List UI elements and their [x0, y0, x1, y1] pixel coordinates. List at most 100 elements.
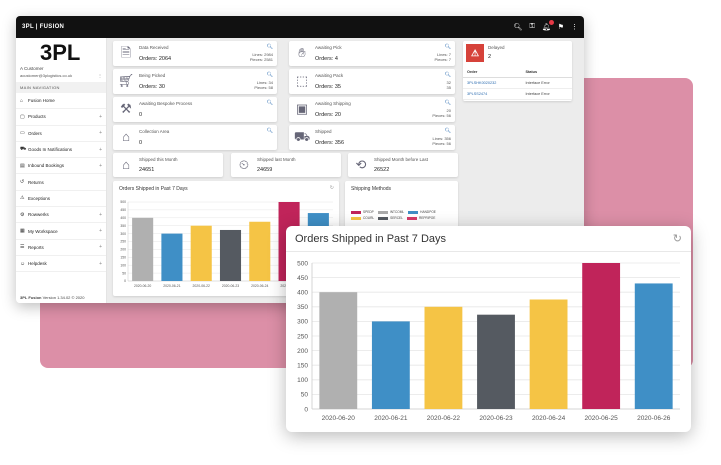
bell-icon[interactable]: 🔔︎	[542, 20, 554, 31]
card-title: Shipped Month before Last	[374, 157, 429, 162]
legend-label: COURL	[363, 216, 375, 220]
legend-label: REPRIPOE	[418, 216, 436, 220]
warehouse-icon: ⌂	[122, 157, 130, 172]
x-tick-label: 2020-06-23	[222, 284, 239, 288]
flag-icon[interactable]: ⚑	[557, 24, 564, 31]
data-received-card[interactable]: 🗎︎ Data Received Orders: 2064 🔍︎ Lines: …	[113, 41, 277, 66]
legend-label: SPEDP	[363, 210, 374, 214]
footer-brand: 3PL Fusion	[20, 295, 42, 300]
legend-entry[interactable]: SERCEL	[378, 216, 403, 220]
sidebar-item-products[interactable]: ▢ Products +	[16, 109, 106, 126]
sidebar-item-rowwerks[interactable]: ⚙ Rowwerks +	[16, 207, 106, 224]
search-icon[interactable]: 🔍︎	[266, 72, 273, 78]
more-vertical-icon[interactable]: ⋮	[571, 24, 578, 31]
home-icon: ⌂	[20, 97, 24, 104]
expand-icon[interactable]: +	[99, 146, 102, 153]
sidebar-item-orders[interactable]: ▭ Orders +	[16, 126, 106, 142]
expand-icon[interactable]: +	[99, 260, 102, 267]
hand-box-icon: ✋︎	[298, 45, 306, 60]
search-icon[interactable]: 🔍︎	[444, 128, 451, 134]
table-row[interactable]: 3PLSHK0020232 Interface Error	[463, 77, 572, 89]
chart-header: Orders Shipped in Past 7 Days ↻	[286, 226, 691, 252]
shipped-card[interactable]: ⛟ Shipped Orders: 356 🔍︎ Lines: 356 Piece…	[289, 125, 455, 150]
x-tick-label: 2020-06-23	[479, 415, 513, 422]
warehouse-icon: ⌂	[122, 129, 130, 144]
sidebar-item-label: Returns	[28, 179, 44, 185]
awaiting-bespoke-card[interactable]: ⚒ Awaiting Bespoke Process 0 🔍︎	[113, 97, 277, 122]
search-icon[interactable]: 🔍︎	[266, 128, 273, 134]
x-tick-label: 2020-06-22	[427, 415, 461, 422]
card-meta: Lines: 7 Pieces: 7	[434, 52, 451, 62]
clock-truck-icon: ⏲︎	[238, 157, 250, 172]
search-icon[interactable]: 🔍︎	[444, 72, 451, 78]
awaiting-pick-card[interactable]: ✋︎ Awaiting Pick Orders: 4 🔍︎ Lines: 7 Pi…	[289, 41, 455, 66]
sidebar-item-label: Goods In Notifications	[28, 147, 73, 153]
legend-entry[interactable]: HANDPOE	[408, 210, 436, 214]
sidebar-item-inbound-bookings[interactable]: ▤ Inbound Bookings +	[16, 158, 106, 175]
refresh-icon[interactable]: ↻	[329, 185, 334, 191]
expand-icon[interactable]: +	[99, 228, 102, 235]
x-tick-label: 2020-06-25	[585, 415, 619, 422]
sidebar-item-goods-in-notifications[interactable]: ⛟ Goods In Notifications +	[16, 142, 106, 159]
card-title: Shipped this Month	[139, 157, 178, 162]
search-icon[interactable]: 🔍︎	[266, 100, 273, 106]
bar	[190, 225, 212, 281]
search-icon[interactable]: 🔍︎	[266, 44, 273, 50]
bar	[219, 229, 242, 281]
x-tick-label: 2020-06-22	[193, 284, 210, 288]
collection-area-card[interactable]: ⌂ Collection Area 0 🔍︎	[113, 125, 277, 150]
legend-entry[interactable]: SPEDP	[351, 210, 374, 214]
expand-icon[interactable]: +	[99, 162, 102, 169]
card-title: Awaiting Pack	[315, 73, 344, 78]
awaiting-shipping-card[interactable]: ▣ Awaiting Shipping Orders: 20 🔍︎ 20 Piec…	[289, 97, 455, 122]
user-menu-icon[interactable]: ⋮	[98, 73, 102, 78]
being-picked-card[interactable]: 🛒︎ Being Picked Orders: 30 🔍︎ Lines: 34 P…	[113, 69, 277, 94]
bar	[634, 283, 673, 409]
legend-entry[interactable]: COURL	[351, 216, 374, 220]
order-link[interactable]: 3PLSS2474	[463, 88, 522, 100]
legend-entry[interactable]: REPRIPOE	[406, 216, 436, 220]
key-icon[interactable]: ⚿	[529, 23, 535, 30]
y-tick-label: 100	[297, 377, 308, 384]
shipped-month-before-card: ⟲ Shipped Month before Last 26522	[348, 153, 458, 177]
x-tick-label: 2020-06-20	[134, 284, 151, 288]
legend-swatch	[408, 210, 419, 214]
y-tick-label: 150	[297, 362, 308, 369]
card-title: Delayed	[488, 45, 505, 50]
chart-title: Orders Shipped in Past 7 Days	[295, 233, 447, 245]
packing-icon: ⬚	[295, 73, 309, 88]
awaiting-pack-card[interactable]: ⬚ Awaiting Pack Orders: 35 🔍︎ 32 35	[289, 69, 455, 94]
card-title: Being Picked	[139, 73, 166, 78]
expand-icon[interactable]: +	[99, 113, 102, 120]
y-tick-label: 50	[301, 392, 309, 399]
search-icon[interactable]: 🔍︎	[513, 24, 523, 31]
search-icon[interactable]: 🔍︎	[444, 100, 451, 106]
sidebar-item-my-workspace[interactable]: ▦ My Workspace +	[16, 223, 106, 240]
sidebar-item-exceptions[interactable]: ⚠ Exceptions	[16, 191, 106, 208]
x-tick-label: 2020-06-24	[532, 415, 566, 422]
sidebar-item-fusion-home[interactable]: ⌂ Fusion Home	[16, 93, 106, 110]
delayed-card: ⚠︎ Delayed 2 Order Status 3PLSHK0020232 …	[463, 41, 572, 101]
expand-icon[interactable]: +	[99, 130, 102, 137]
card-value: 24659	[257, 167, 273, 173]
box-icon: ▢	[20, 113, 25, 120]
table-row[interactable]: 3PLSS2474 Interface Error	[463, 88, 572, 100]
sidebar-item-label: Products	[28, 114, 46, 120]
expand-icon[interactable]: +	[99, 244, 102, 251]
cart-icon: 🛒︎	[117, 73, 135, 88]
legend-entry[interactable]: INTCOML	[377, 210, 404, 214]
sidebar-item-label: My Workspace	[28, 228, 58, 234]
order-status: Interface Error	[521, 88, 572, 100]
expand-icon[interactable]: +	[99, 211, 102, 218]
gear-icon: ⚙	[20, 211, 25, 218]
order-link[interactable]: 3PLSHK0020232	[463, 77, 522, 89]
sidebar-item-returns[interactable]: ↺ Returns	[16, 174, 106, 191]
refresh-icon[interactable]: ↻	[672, 233, 682, 245]
sidebar-item-helpdesk[interactable]: ☺ Helpdesk +	[16, 256, 106, 273]
sidebar-item-reports[interactable]: ☰ Reports +	[16, 240, 106, 256]
search-icon[interactable]: 🔍︎	[444, 44, 451, 50]
y-tick-label: 400	[120, 216, 126, 220]
bar	[132, 217, 154, 281]
y-tick-label: 400	[297, 289, 308, 296]
card-value: 2	[488, 54, 492, 60]
